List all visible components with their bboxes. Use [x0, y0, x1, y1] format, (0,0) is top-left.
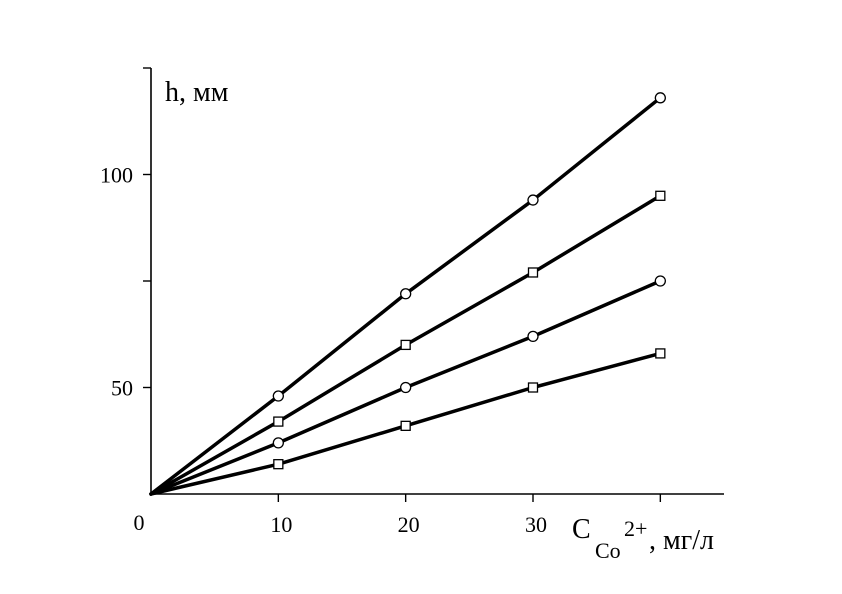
x-axis-title: C Co 2+ , мг/л — [572, 512, 714, 565]
x-tick-label: 10 — [270, 512, 292, 537]
data-point-square — [400, 420, 411, 431]
data-point-circle — [272, 390, 284, 402]
data-point-square — [527, 267, 539, 278]
axes — [150, 68, 724, 495]
x-tick-label: 30 — [525, 512, 547, 537]
ticks: 10 20 30 50 100 — [100, 67, 662, 537]
y-tick-label: 100 — [100, 163, 133, 188]
y-axis-title: h, мм — [165, 77, 229, 108]
data-point-square — [655, 190, 666, 201]
data-point-square — [655, 348, 666, 359]
data-point-circle — [527, 330, 539, 343]
x-axis-title-main: C — [572, 514, 591, 545]
data-point-circle — [654, 92, 666, 104]
x-tick-label: 20 — [398, 512, 420, 537]
data-point-circle — [400, 288, 412, 300]
x-axis-title-suffix: , мг/л — [649, 525, 714, 556]
data-point-square — [273, 459, 284, 470]
origin-label: 0 — [134, 510, 145, 535]
x-axis-title-superscript: 2+ — [624, 516, 647, 541]
y-tick-label: 50 — [111, 376, 133, 401]
data-point-circle — [654, 275, 666, 287]
data-point-circle — [400, 381, 412, 394]
data-point-circle — [272, 437, 284, 449]
labels: 0 h, мм C Co 2+ , мг/л — [134, 77, 714, 565]
data-point-square — [400, 339, 411, 351]
data-point-square — [527, 382, 539, 393]
data-point-circle — [527, 194, 539, 206]
data-point-square — [273, 416, 284, 427]
x-axis-title-subscript: Co — [595, 538, 621, 563]
markers — [272, 92, 666, 470]
